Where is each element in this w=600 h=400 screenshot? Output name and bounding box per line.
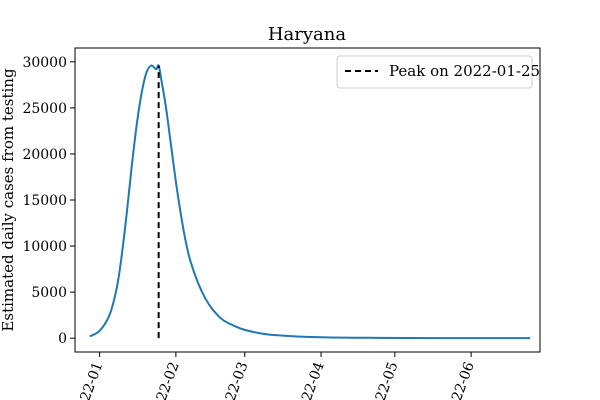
plot-area: [89, 64, 531, 340]
y-tick-label: 25000: [22, 101, 67, 117]
y-tick-label: 30000: [22, 55, 67, 71]
legend: Peak on 2022-01-25: [336, 55, 540, 89]
y-tick-label: 5000: [31, 285, 67, 301]
y-tick-label: 20000: [22, 147, 67, 163]
series-line-0: [89, 64, 531, 340]
legend-peak-label: Peak on 2022-01-25: [389, 62, 540, 80]
y-tick-label: 0: [58, 331, 67, 347]
legend-box: [336, 55, 533, 89]
chart-title: Haryana: [268, 24, 347, 45]
y-tick-label: 15000: [22, 193, 67, 209]
y-axis-title: Estimated daily cases from testing: [0, 68, 17, 332]
y-tick-label: 10000: [22, 239, 67, 255]
y-axis: 0 5000 10000 15000 20000 25000 30000: [22, 55, 75, 347]
